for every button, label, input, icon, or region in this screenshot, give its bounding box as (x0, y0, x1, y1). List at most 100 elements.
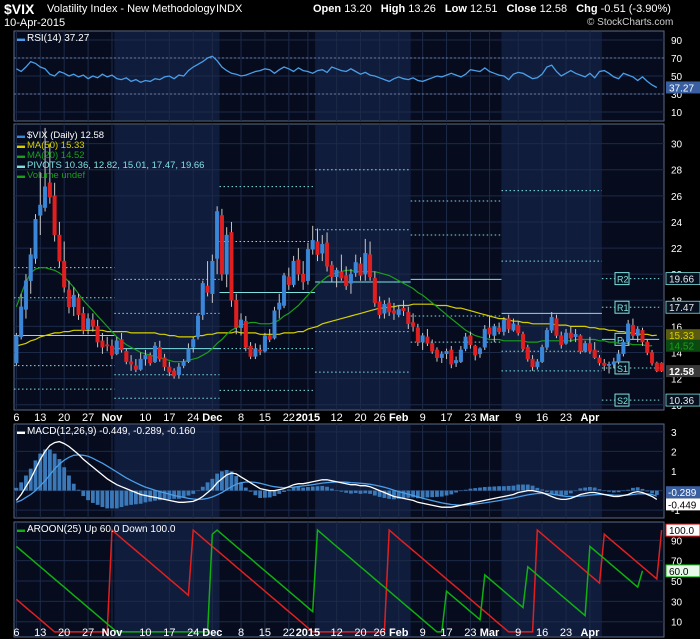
rsi-panel: 10 30 50 70 90 37.27 (14, 36, 700, 119)
macd-histogram-bar (315, 486, 320, 491)
candle-up (210, 260, 215, 294)
x-tick-label-bottom: 13 (34, 627, 46, 639)
x-tick-label-bottom: Feb (389, 627, 409, 639)
candle-up (454, 360, 459, 364)
candle-down (258, 349, 263, 352)
price-legend-item: PIVOTS 10.36, 12.82, 15.01, 17.47, 19.66 (27, 160, 204, 171)
macd-histogram-bar (24, 475, 28, 491)
macd-legend: MACD(12,26,9) -0.449, -0.289, -0.160 (27, 426, 196, 437)
candle-down (339, 271, 344, 279)
macd-histogram-bar (392, 490, 396, 500)
x-tick-label-bottom: 15 (259, 627, 271, 639)
candle-down (530, 358, 535, 368)
candle-up (616, 353, 621, 362)
price-right-tag (666, 329, 700, 342)
candle-down (296, 259, 301, 275)
macd-histogram-bar (516, 484, 521, 491)
macd-histogram-bar (100, 490, 105, 508)
x-tick-label: 15 (259, 412, 271, 424)
macd-histogram-bar (291, 487, 296, 491)
month-shade-price-1 (315, 125, 411, 409)
candle-down (425, 336, 430, 344)
aroon-right-tag (665, 564, 700, 578)
x-tick-label: 8 (238, 412, 244, 424)
candle-down (229, 232, 234, 301)
price-legend-swatch: ▬ (17, 131, 25, 140)
candle-up (439, 353, 444, 358)
macd-right-tag (666, 498, 700, 511)
macd-histogram-bar (473, 488, 478, 491)
macd-histogram-bar (43, 449, 47, 491)
y-tick-macd: -1 (671, 506, 680, 517)
candle-down (368, 254, 373, 277)
candle-up (143, 354, 148, 360)
candle-down (587, 343, 592, 352)
x-tick-label-bottom: 17 (163, 627, 175, 639)
candle-down (66, 289, 71, 308)
candle-down (473, 345, 478, 356)
symbol-name: Volatility Index - New Methodology (47, 3, 216, 15)
macd-histogram-bar (234, 476, 239, 491)
candle-up (482, 328, 487, 348)
candle-up (621, 341, 626, 355)
macd-panel: 3210-1-0.289-0.449 (14, 428, 700, 517)
candle-down (205, 285, 210, 293)
candle-up (215, 211, 220, 259)
macd-histogram-bar (129, 490, 134, 505)
y-tick-rsi: 50 (671, 72, 683, 83)
macd-histogram-bar (258, 490, 263, 498)
macd-histogram-bar (353, 490, 358, 494)
candle-up (626, 323, 631, 343)
y-tick-price: 22 (671, 244, 683, 255)
candle-up (477, 348, 483, 355)
pivot-tag-P: P (617, 335, 623, 345)
macd-histogram-bar (492, 486, 497, 491)
y-tick-aroon: 70 (671, 557, 683, 568)
price-legend-swatch: ▬ (17, 141, 25, 150)
candle-down (325, 242, 330, 267)
macd-histogram-bar (196, 490, 200, 492)
macd-histogram-bar (186, 490, 191, 496)
close-value: 12.58 (539, 3, 568, 15)
macd-histogram-bar (210, 478, 215, 491)
candle-down (597, 357, 602, 364)
price-legend-swatch: ▬ (17, 161, 25, 170)
candle-up (181, 361, 186, 366)
candle-up (262, 335, 267, 352)
candle-down (267, 335, 272, 340)
macd-histogram-bar (635, 487, 640, 491)
candle-up (310, 240, 315, 250)
x-tick-label-bottom: 17 (440, 627, 452, 639)
candle-up (501, 319, 506, 332)
candle-down (358, 263, 363, 276)
macd-line (15, 440, 658, 508)
macd-histogram-bar (583, 487, 588, 491)
macd-legend-swatch: ▬ (17, 427, 25, 436)
candle-down (406, 311, 411, 325)
x-tick-label: 22 (283, 412, 295, 424)
candle-down (411, 322, 416, 327)
macd-histogram-bar (267, 490, 272, 498)
macd-histogram-bar (540, 489, 545, 491)
macd-histogram-bar (349, 490, 353, 494)
macd-right-tag (666, 486, 700, 499)
macd-histogram-bar (368, 490, 372, 494)
x-tick-label-bottom: 8 (238, 627, 244, 639)
macd-right-value: -0.289 (668, 488, 697, 499)
candle-down (109, 345, 114, 356)
candle-up (138, 358, 143, 370)
macd-histogram-bar (272, 490, 277, 497)
candle-up (191, 339, 196, 348)
exchange-label: INDX (216, 3, 243, 15)
candle-down (430, 343, 435, 352)
price-legend-item: $VIX (Daily) 12.58 (27, 130, 104, 141)
macd-histogram-bar (339, 490, 344, 492)
candle-down (650, 352, 655, 364)
candle-up (195, 315, 201, 338)
macd-histogram-bar (105, 490, 110, 509)
low-value: 12.51 (469, 3, 498, 15)
candle-up (43, 186, 48, 208)
macd-histogram-bar (119, 490, 124, 508)
macd-histogram-bar (243, 487, 248, 491)
